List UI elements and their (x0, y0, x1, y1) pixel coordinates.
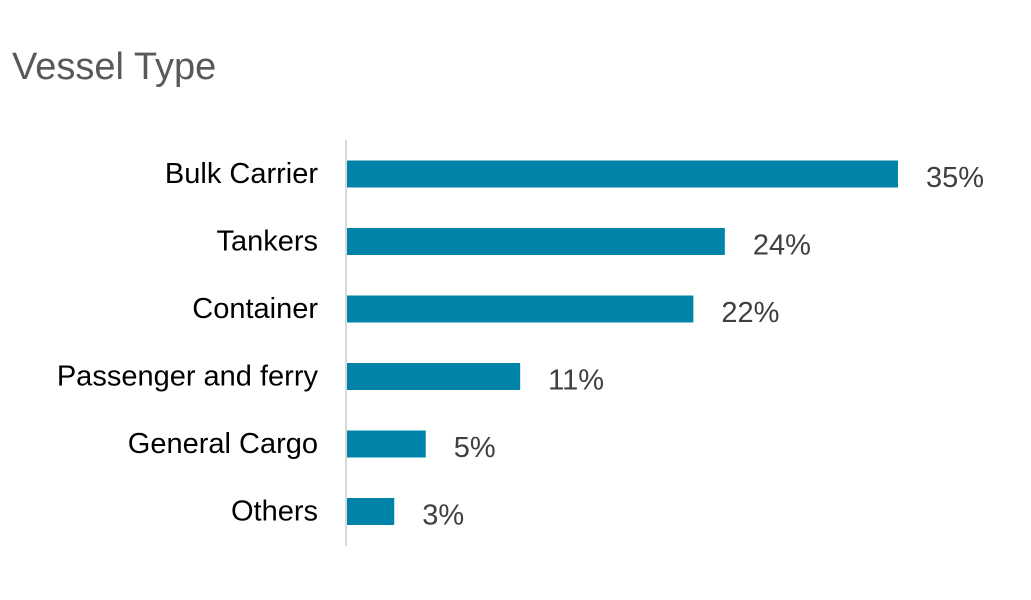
value-label: 5% (454, 432, 496, 464)
bar-bulk-carrier (347, 160, 898, 188)
bar-general-cargo (347, 430, 426, 458)
category-label: Container (192, 293, 318, 325)
category-label: General Cargo (128, 428, 318, 460)
value-label: 24% (753, 230, 811, 262)
value-label: 3% (422, 500, 464, 532)
bar-others (347, 498, 395, 525)
category-label: Bulk Carrier (165, 158, 318, 190)
chart-title: Vessel Type (12, 46, 217, 88)
category-label: Others (231, 496, 318, 528)
category-label: Passenger and ferry (57, 361, 319, 393)
bars-layer: Bulk Carrier 35% Tankers 24% Container 22% Pas… (57, 158, 984, 532)
bar-tankers (347, 228, 725, 255)
bar-passenger-and-ferry (347, 363, 521, 390)
value-label: 11% (548, 365, 604, 397)
category-label: Tankers (216, 226, 318, 258)
value-label: 22% (721, 297, 779, 329)
bar-container (347, 295, 694, 323)
value-label: 35% (926, 162, 984, 194)
